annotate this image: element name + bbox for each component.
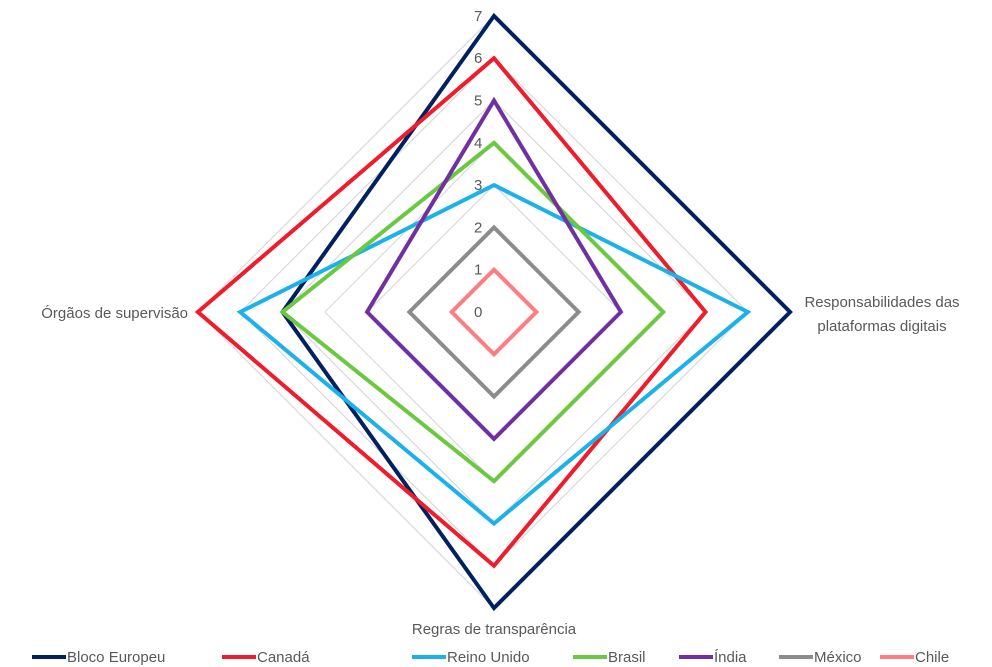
axis-label-right-line1: Responsabilidades das <box>804 294 959 311</box>
radar-series <box>194 12 793 612</box>
series-line-1 <box>194 55 709 569</box>
grid-ring-3 <box>366 184 622 440</box>
tick-label-2: 2 <box>474 219 482 236</box>
series-line-3 <box>279 140 667 484</box>
series-line-0 <box>280 12 793 612</box>
tick-label-4: 4 <box>474 135 482 152</box>
legend: Bloco Europeu Canadá Reino Unido Brasil Índi… <box>32 649 949 666</box>
tick-label-3: 3 <box>474 177 482 194</box>
legend-label-6: Chile <box>915 649 949 666</box>
legend-label-5: México <box>814 649 862 666</box>
grid-ring-2 <box>408 226 580 398</box>
grid-ring-7 <box>197 15 791 609</box>
tick-label-7: 7 <box>474 8 482 25</box>
grid-ring-6 <box>239 57 749 567</box>
tick-label-0: 0 <box>474 304 482 321</box>
series-line-5 <box>406 224 582 400</box>
grid-ring-1 <box>450 268 538 356</box>
series-line-4 <box>364 96 624 442</box>
series-line-2 <box>236 182 752 527</box>
grid-ring-4 <box>323 141 665 483</box>
tick-label-1: 1 <box>474 262 482 279</box>
legend-label-2: Reino Unido <box>447 649 530 666</box>
axis-label-left: Órgãos de supervisão <box>41 305 188 322</box>
legend-label-3: Brasil <box>608 649 646 666</box>
axis-label-right-line2: plataformas digitais <box>817 318 946 335</box>
axis-label-bottom: Regras de transparência <box>412 621 577 638</box>
legend-label-0: Bloco Europeu <box>67 649 165 666</box>
legend-label-1: Canadá <box>257 649 310 666</box>
series-line-6 <box>448 266 540 358</box>
tick-label-6: 6 <box>474 50 482 67</box>
radial-ticks: 0 1 2 3 4 5 6 7 <box>474 8 482 321</box>
tick-label-5: 5 <box>474 93 482 110</box>
legend-label-4: Índia <box>714 649 747 666</box>
radar-grid <box>197 15 791 609</box>
